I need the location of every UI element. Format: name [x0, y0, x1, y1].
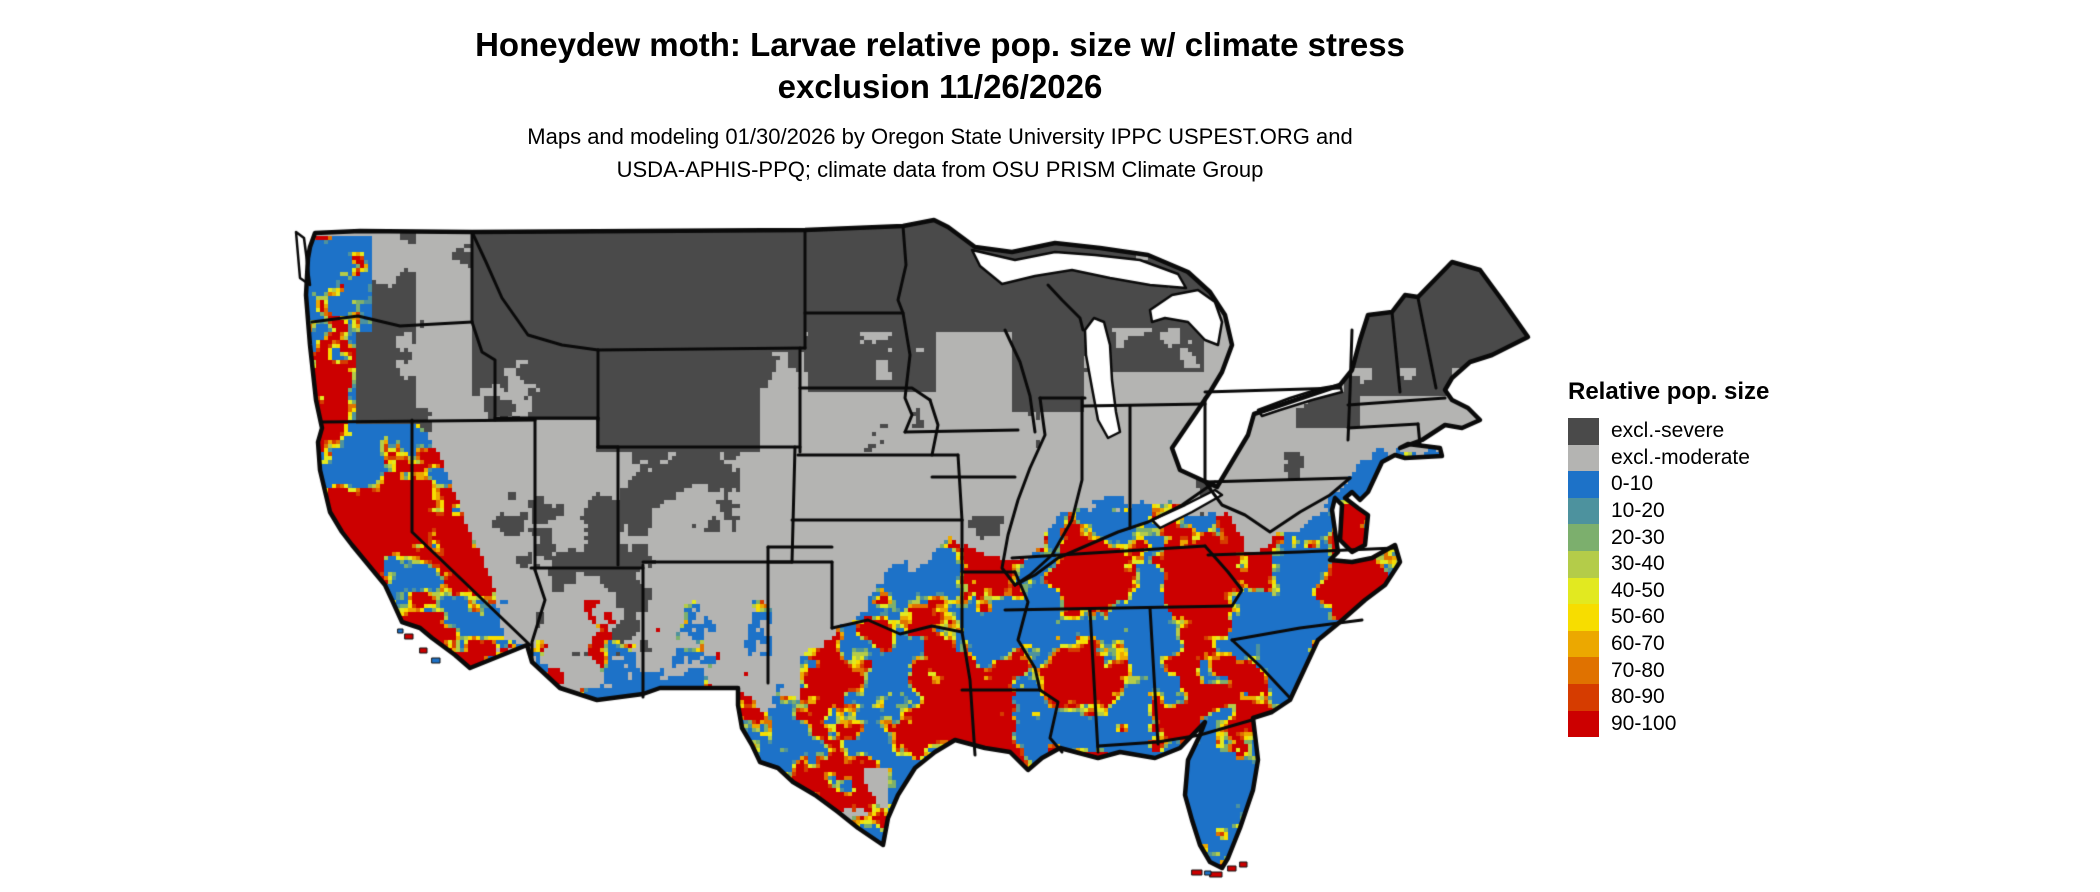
legend-item-b70: 70-80	[1568, 657, 1898, 684]
legend-swatch-b70	[1568, 657, 1599, 684]
legend-label-b20: 20-30	[1611, 525, 1665, 549]
figure-subtitle-line1: Maps and modeling 01/30/2026 by Oregon S…	[527, 124, 1353, 149]
legend-label-excl-severe: excl.-severe	[1611, 419, 1725, 443]
legend-label-b30: 30-40	[1611, 552, 1665, 576]
legend-label-b40: 40-50	[1611, 578, 1665, 602]
legend-item-excl-severe: excl.-severe	[1568, 418, 1898, 445]
legend-item-excl-moderate: excl.-moderate	[1568, 444, 1898, 472]
legend: Relative pop. size excl.-severe excl.-mod…	[1568, 378, 1898, 738]
figure-subtitle-line2: USDA-APHIS-PPQ; climate data from OSU PR…	[616, 157, 1264, 182]
legend-label-b70: 70-80	[1611, 658, 1665, 682]
legend-item-b20: 20-30	[1568, 524, 1898, 551]
legend-swatch-b20	[1568, 524, 1599, 551]
legend-swatch-b60	[1568, 630, 1599, 658]
legend-item-b0: 0-10	[1568, 471, 1898, 498]
legend-item-b40: 40-50	[1568, 577, 1898, 605]
legend-swatch-b0	[1568, 471, 1599, 498]
legend-swatch-excl-moderate	[1568, 444, 1599, 472]
figure-title: Honeydew moth: Larvae relative pop. size…	[305, 24, 1575, 108]
legend-item-b80: 80-90	[1568, 683, 1898, 711]
figure-title-line1: Honeydew moth: Larvae relative pop. size…	[475, 26, 1405, 63]
legend-swatch-b30	[1568, 550, 1599, 578]
legend-item-b30: 30-40	[1568, 550, 1898, 578]
legend-swatch-b40	[1568, 577, 1599, 605]
legend-label-b50: 50-60	[1611, 605, 1665, 629]
legend-label-b80: 80-90	[1611, 685, 1665, 709]
figure-subtitle: Maps and modeling 01/30/2026 by Oregon S…	[305, 120, 1575, 186]
legend-swatch-b10	[1568, 497, 1599, 525]
legend-label-b10: 10-20	[1611, 499, 1665, 523]
legend-label-b60: 60-70	[1611, 632, 1665, 656]
legend-swatch-b80	[1568, 683, 1599, 711]
legend-title: Relative pop. size	[1568, 378, 1770, 405]
legend-label-excl-moderate: excl.-moderate	[1611, 445, 1750, 469]
legend-item-b50: 50-60	[1568, 604, 1898, 631]
legend-item-b10: 10-20	[1568, 497, 1898, 525]
legend-item-b90: 90-100	[1568, 710, 1898, 738]
legend-swatch-b50	[1568, 604, 1599, 631]
legend-items: excl.-severe excl.-moderate 0-10 10-20 20-30…	[1568, 418, 1898, 738]
legend-swatch-excl-severe	[1568, 418, 1599, 445]
legend-item-b60: 60-70	[1568, 630, 1898, 658]
figure-title-line2: exclusion 11/26/2026	[777, 68, 1103, 105]
legend-label-b90: 90-100	[1611, 711, 1677, 735]
legend-swatch-b90	[1568, 710, 1599, 738]
legend-label-b0: 0-10	[1611, 472, 1654, 496]
